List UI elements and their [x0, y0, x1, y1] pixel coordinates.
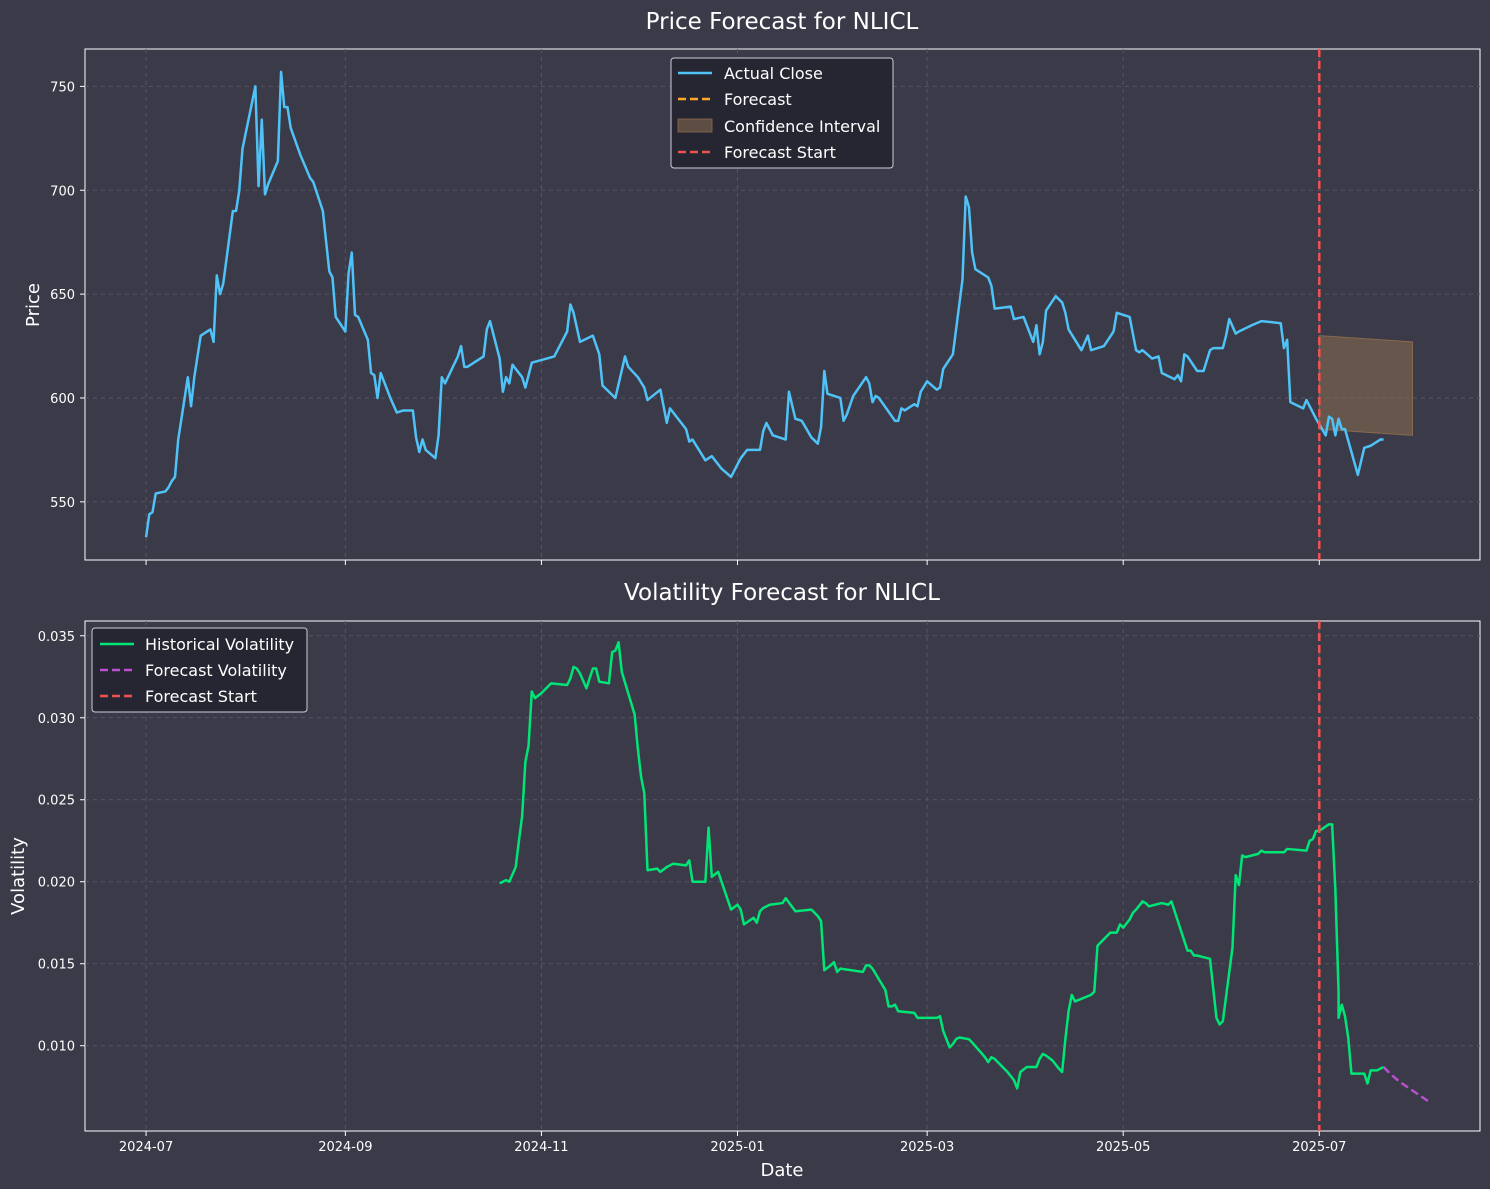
legend-confidence-interval-label: Confidence Interval: [724, 117, 880, 136]
legend-forecast-label: Forecast: [724, 90, 792, 109]
volatility-legend-box: [91, 627, 308, 713]
x-tick-label: 2025-03: [900, 1140, 954, 1155]
price-legend: Actual Close Forecast Confidence Interva…: [670, 57, 894, 169]
volatility-y-axis-label: Volatility: [8, 837, 29, 915]
x-tick-label: 2024-07: [119, 1140, 173, 1155]
volatility-chart-title: Volatility Forecast for NLICL: [624, 580, 940, 606]
series-line-forecast-volatility: [1382, 1066, 1430, 1103]
legend-forecast-volatility-label: Forecast Volatility: [145, 661, 287, 680]
x-tick-label: 2024-11: [514, 1140, 568, 1155]
y-tick-label: 750: [50, 80, 75, 95]
y-tick-label: 0.025: [38, 794, 75, 809]
y-tick-label: 0.020: [38, 876, 75, 891]
price-panel: Price Forecast for NLICL 550 600 650 700 750…: [23, 9, 1481, 565]
x-tick-label: 2025-05: [1096, 1140, 1150, 1155]
y-tick-label: 0.015: [38, 958, 75, 973]
x-tick-label: 2024-09: [318, 1140, 372, 1155]
price-chart-title: Price Forecast for NLICL: [646, 9, 919, 35]
x-tick-label: 2025-07: [1292, 1140, 1346, 1155]
y-tick-label: 0.010: [38, 1040, 75, 1055]
y-tick-label: 650: [50, 288, 75, 303]
volatility-panel: Volatility Forecast for NLICL 0.010 0.015…: [8, 580, 1481, 1181]
price-y-axis-label: Price: [23, 283, 44, 327]
y-tick-label: 0.030: [38, 712, 75, 727]
y-tick-label: 700: [50, 184, 75, 199]
legend-historical-volatility-label: Historical Volatility: [145, 635, 294, 654]
legend-forecast-start-label: Forecast Start: [724, 143, 836, 162]
series-line-historical-volatility: [499, 641, 1385, 1090]
volatility-x-axis-label: Date: [760, 1160, 803, 1181]
y-tick-label: 0.035: [38, 630, 75, 645]
y-tick-label: 550: [50, 496, 75, 511]
x-tick-label: 2025-01: [710, 1140, 764, 1155]
series-line-actual-close: [144, 70, 1384, 538]
legend-confidence-interval-swatch: [677, 118, 713, 133]
y-tick-label: 600: [50, 392, 75, 407]
price-legend-box: [670, 57, 894, 169]
legend-forecast-start-label-2: Forecast Start: [145, 687, 257, 706]
volatility-legend: Historical Volatility Forecast Volatilit…: [91, 627, 308, 713]
legend-actual-close-label: Actual Close: [724, 64, 823, 83]
